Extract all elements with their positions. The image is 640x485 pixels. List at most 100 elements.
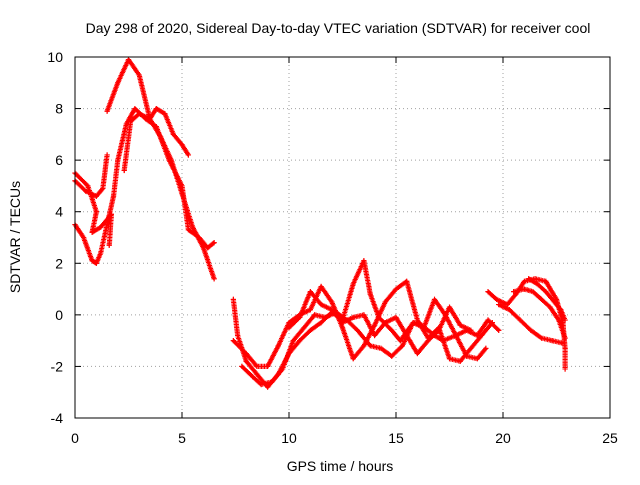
data-point (562, 335, 568, 341)
data-point (93, 260, 99, 266)
data-point (179, 142, 185, 148)
data-point (125, 56, 132, 63)
data-point (350, 314, 356, 321)
data-point (558, 307, 564, 313)
data-point (106, 242, 112, 248)
data-point (339, 319, 346, 326)
data-point (457, 358, 463, 364)
data-point (190, 224, 196, 230)
data-point (538, 296, 545, 302)
data-point (354, 327, 361, 333)
series-track-7 (230, 278, 495, 370)
data-point (446, 304, 453, 310)
data-point (530, 289, 536, 295)
data-point (526, 276, 532, 282)
data-point (560, 340, 566, 346)
data-point (410, 319, 416, 326)
chart-title: Day 298 of 2020, Sidereal Day-to-day VTE… (86, 20, 591, 36)
data-point (329, 307, 335, 313)
y-axis-label: SDTVAR / TECUs (7, 181, 23, 293)
data-point (104, 108, 110, 114)
y-tick-label: 4 (55, 204, 63, 220)
data-track-markers (104, 57, 217, 282)
data-point (230, 338, 236, 344)
data-point (211, 276, 217, 282)
data-point (474, 356, 480, 362)
data-point (496, 301, 502, 308)
data-point (318, 301, 324, 308)
data-track-markers (230, 278, 495, 369)
data-point (397, 338, 403, 344)
data-point (425, 338, 431, 344)
data-point (350, 356, 356, 362)
data-point (393, 314, 399, 321)
data-point (504, 301, 510, 308)
series-track-4 (72, 105, 217, 266)
data-point (132, 105, 138, 112)
data-point (393, 286, 399, 292)
data-point (196, 234, 202, 241)
data-track-markers (72, 106, 217, 266)
series-track-9 (286, 289, 474, 357)
data-point (254, 371, 260, 377)
data-point (562, 317, 568, 323)
data-point (115, 157, 121, 163)
data-point (98, 224, 104, 230)
data-point (382, 299, 388, 305)
data-point (562, 366, 568, 372)
y-tick-label: -2 (51, 358, 64, 374)
tick-layer: 0 5 10 15 20 25 -4 -2 0 2 4 6 8 10 (47, 49, 618, 446)
data-point (110, 193, 117, 199)
data-point (399, 343, 406, 349)
data-point (547, 304, 553, 310)
data-point (322, 314, 328, 321)
data-point (431, 296, 438, 302)
data-point (80, 234, 87, 241)
data-point (307, 289, 313, 295)
y-tick-label: -4 (51, 410, 64, 426)
data-point (153, 124, 159, 130)
x-tick-label: 15 (388, 430, 404, 446)
x-tick-label: 5 (178, 430, 186, 446)
data-point (528, 327, 534, 333)
data-point (153, 105, 159, 112)
data-point (170, 131, 177, 137)
data-point (254, 363, 260, 370)
data-point (389, 327, 395, 333)
data-point (468, 327, 474, 333)
data-point (290, 338, 296, 344)
data-point (318, 283, 324, 290)
series-track-2 (121, 105, 192, 174)
data-point (372, 332, 378, 339)
data-point (115, 80, 121, 86)
data-point (421, 325, 427, 331)
data-point (361, 312, 367, 318)
data-point (301, 325, 307, 331)
data-point (551, 299, 557, 305)
data-point (265, 363, 271, 370)
data-point (506, 307, 513, 313)
data-point (166, 157, 172, 163)
data-point (361, 258, 367, 264)
data-point (493, 296, 500, 302)
data-point (479, 332, 485, 339)
data-point (521, 286, 527, 292)
data-point (372, 322, 378, 328)
data-point (511, 289, 517, 295)
data-point (446, 356, 453, 362)
data-track-markers (496, 301, 566, 346)
data-point (404, 332, 410, 339)
series-track-1 (104, 56, 217, 282)
data-point (339, 325, 346, 331)
data-point (279, 366, 286, 372)
y-tick-label: 10 (47, 49, 63, 65)
data-point (205, 245, 211, 251)
data-point (269, 379, 275, 385)
data-point (307, 327, 313, 333)
data-point (378, 345, 384, 351)
data-point (318, 319, 324, 326)
data-point (83, 188, 89, 194)
series-track-8 (239, 296, 489, 388)
